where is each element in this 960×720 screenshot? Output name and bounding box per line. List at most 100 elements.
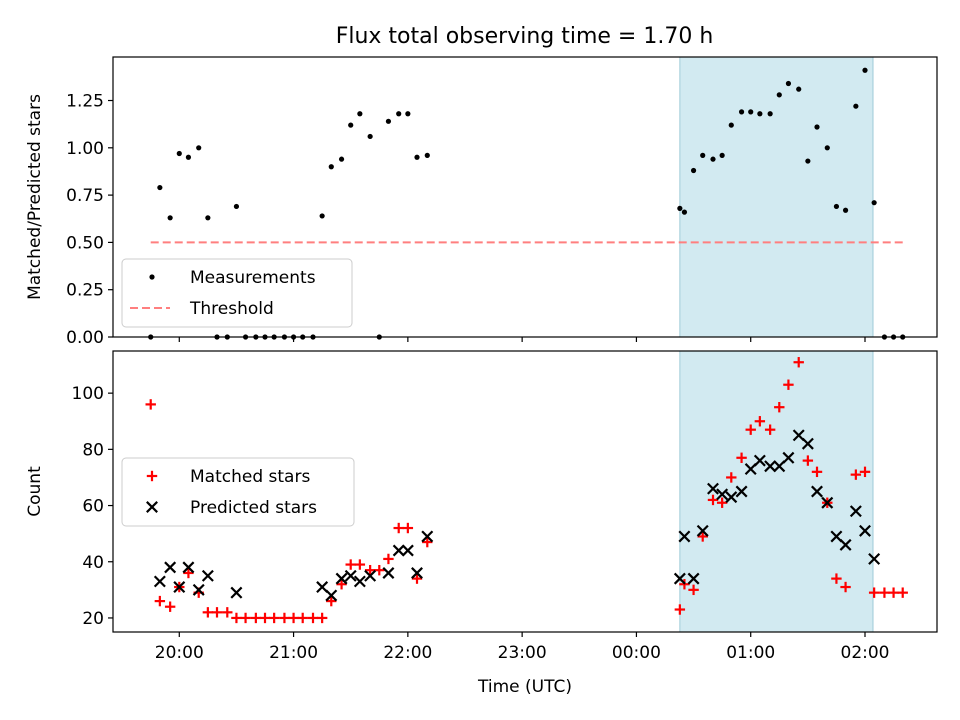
- y-tick-label: 1.25: [66, 92, 104, 112]
- legend-label: Matched stars: [190, 467, 310, 487]
- y-tick-label: 80: [82, 440, 104, 460]
- data-point: [374, 564, 385, 576]
- data-point: [897, 587, 908, 598]
- data-point: [176, 150, 182, 157]
- data-point: [202, 607, 214, 618]
- data-point-d2: [735, 485, 748, 498]
- data-point: [196, 145, 202, 151]
- data-point: [868, 587, 880, 598]
- data-point: [316, 581, 329, 594]
- legend-swatch: [149, 274, 155, 280]
- count-panel: 20 40 60 80 100 20:00 21:00 22:00 23:00 00:00 01:0…: [25, 350, 938, 697]
- data-point-d2: [773, 460, 786, 473]
- x-tick-label: 21:00: [269, 643, 318, 663]
- data-point: [319, 213, 325, 219]
- data-point-d2: [716, 488, 729, 501]
- data-point: [754, 416, 766, 427]
- data-point: [182, 561, 195, 574]
- data-point-d2: [392, 544, 405, 557]
- data-point: [757, 111, 763, 117]
- y-tick-label: 60: [82, 497, 104, 517]
- x-tick-label: 00:00: [612, 643, 661, 663]
- data-point-d2: [821, 496, 834, 509]
- legend: Measurements Threshold: [121, 258, 353, 328]
- data-point: [422, 536, 433, 548]
- data-point-d2: [830, 530, 843, 543]
- data-point: [736, 452, 747, 463]
- data-point: [871, 200, 877, 206]
- legend-box: [121, 258, 353, 328]
- data-point: [316, 612, 328, 624]
- data-point: [233, 203, 240, 210]
- data-point-d2: [859, 524, 871, 537]
- data-point-d2: [849, 505, 862, 518]
- data-point: [401, 544, 414, 557]
- legend-label: Measurements: [190, 268, 316, 288]
- data-point: [716, 488, 729, 501]
- legend-box: [121, 457, 355, 527]
- data-point: [677, 205, 683, 211]
- y-tick-label: 20: [82, 609, 104, 629]
- data-point: [735, 485, 748, 498]
- data-point: [728, 122, 734, 128]
- data-point: [326, 595, 337, 607]
- data-point-d2: [811, 485, 823, 498]
- axes-frame: [112, 350, 938, 633]
- data-point: [211, 607, 223, 618]
- data-point: [173, 581, 186, 594]
- data-point: [354, 559, 366, 570]
- y-tick-label: 0.75: [66, 186, 104, 206]
- data-point: [811, 466, 823, 478]
- data-point: [164, 601, 176, 612]
- data-point-d2: [868, 552, 881, 565]
- data-point: [776, 92, 782, 98]
- data-point: [393, 522, 404, 534]
- y-tick-label: 0.50: [66, 233, 104, 253]
- data-point: [710, 156, 716, 162]
- data-point-d2: [382, 567, 395, 579]
- y-axis-label: Matched/Predicted stars: [25, 94, 45, 300]
- data-point: [696, 524, 709, 537]
- ratio-panel: 0.00 0.25 0.50 0.75 1.00 1.25 Matched/Predicte…: [25, 56, 938, 348]
- data-point: [853, 103, 859, 109]
- data-point: [201, 569, 214, 582]
- data-point-d2: [173, 581, 186, 594]
- series-1: [153, 429, 881, 602]
- legend-label: Predicted stars: [190, 498, 317, 518]
- data-point: [353, 575, 366, 588]
- data-point: [157, 184, 163, 191]
- data-point: [222, 607, 233, 618]
- data-point: [801, 437, 814, 450]
- x-tick-label: 01:00: [726, 643, 775, 663]
- data-point: [325, 589, 338, 602]
- data-point: [824, 145, 830, 151]
- data-point-d2: [344, 569, 357, 582]
- data-point-d2: [192, 583, 205, 596]
- data-point: [700, 152, 706, 158]
- data-point: [411, 567, 423, 579]
- data-point: [673, 572, 686, 585]
- data-point: [716, 497, 728, 508]
- axes-frame: [112, 56, 938, 338]
- data-point: [183, 567, 194, 579]
- data-point-d2: [182, 561, 195, 574]
- x-tick-label: 02:00: [841, 643, 890, 663]
- data-point: [850, 469, 862, 480]
- data-point: [687, 572, 700, 585]
- data-point-d2: [164, 561, 177, 574]
- data-point: [344, 569, 357, 582]
- data-point: [783, 379, 794, 390]
- y-tick-label: 1.00: [66, 139, 104, 159]
- data-point: [364, 564, 376, 576]
- y-axis-label: Count: [25, 466, 45, 517]
- data-point-d2: [153, 575, 166, 588]
- legend-swatch-d2: [146, 501, 158, 513]
- data-point: [396, 111, 402, 117]
- data-point: [145, 399, 156, 410]
- legend-swatch: [146, 501, 158, 513]
- data-point: [288, 612, 299, 624]
- data-point: [364, 569, 377, 582]
- data-point: [782, 451, 795, 464]
- data-point: [268, 612, 280, 624]
